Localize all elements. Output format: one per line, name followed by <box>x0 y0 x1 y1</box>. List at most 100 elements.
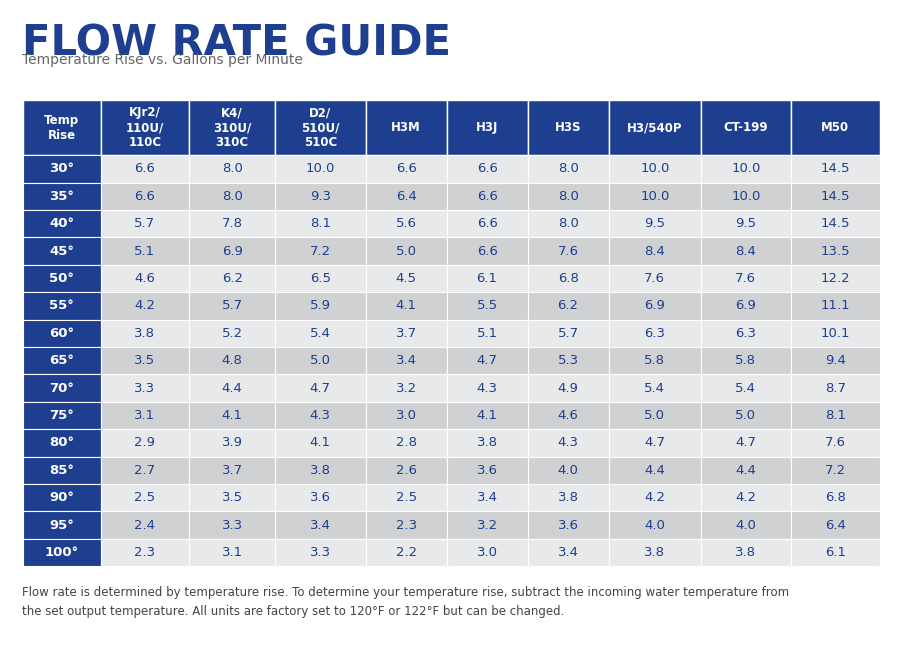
Text: 7.8: 7.8 <box>221 217 243 230</box>
Text: 8.0: 8.0 <box>221 162 243 175</box>
Text: 4.5: 4.5 <box>396 272 417 285</box>
Text: 3.2: 3.2 <box>476 518 498 532</box>
Text: Flow rate is determined by temperature rise. To determine your temperature rise,: Flow rate is determined by temperature r… <box>22 586 789 598</box>
Text: 5.7: 5.7 <box>134 217 156 230</box>
Text: 10.0: 10.0 <box>731 190 760 203</box>
Text: 3.3: 3.3 <box>134 382 156 395</box>
Text: 3.6: 3.6 <box>477 464 498 477</box>
Text: 3.6: 3.6 <box>558 518 579 532</box>
Text: 3.8: 3.8 <box>735 546 756 559</box>
Text: 5.0: 5.0 <box>644 409 665 422</box>
Text: 3.1: 3.1 <box>221 546 243 559</box>
Text: 6.8: 6.8 <box>558 272 579 285</box>
Text: 75°: 75° <box>50 409 74 422</box>
Text: 2.5: 2.5 <box>134 491 156 504</box>
Text: H3J: H3J <box>476 121 499 135</box>
Text: 4.7: 4.7 <box>644 436 665 450</box>
Text: 7.6: 7.6 <box>735 272 756 285</box>
Text: 2.4: 2.4 <box>134 518 156 532</box>
Text: 3.7: 3.7 <box>221 464 243 477</box>
Text: 35°: 35° <box>50 190 74 203</box>
Text: 9.3: 9.3 <box>310 190 331 203</box>
Text: 4.4: 4.4 <box>644 464 665 477</box>
Text: 5.6: 5.6 <box>396 217 417 230</box>
Text: 14.5: 14.5 <box>821 162 850 175</box>
Text: 8.0: 8.0 <box>221 190 243 203</box>
Text: 5.5: 5.5 <box>476 300 498 313</box>
Text: 10.0: 10.0 <box>640 162 670 175</box>
Text: 3.8: 3.8 <box>558 491 579 504</box>
Text: 5.4: 5.4 <box>310 327 331 340</box>
Text: 10.0: 10.0 <box>731 162 760 175</box>
Text: 9.5: 9.5 <box>735 217 756 230</box>
Text: 5.2: 5.2 <box>221 327 243 340</box>
Text: 45°: 45° <box>50 245 74 258</box>
Text: 85°: 85° <box>50 464 74 477</box>
Text: 7.2: 7.2 <box>310 245 331 258</box>
Text: 6.2: 6.2 <box>558 300 579 313</box>
Text: 4.8: 4.8 <box>221 354 243 367</box>
Text: 3.2: 3.2 <box>395 382 417 395</box>
Text: 6.6: 6.6 <box>396 162 417 175</box>
Text: 12.2: 12.2 <box>821 272 850 285</box>
Text: 2.3: 2.3 <box>395 518 417 532</box>
Text: 14.5: 14.5 <box>821 190 850 203</box>
Text: 2.3: 2.3 <box>134 546 156 559</box>
Text: H3/540P: H3/540P <box>627 121 682 135</box>
Text: 100°: 100° <box>44 546 78 559</box>
Text: 6.9: 6.9 <box>644 300 665 313</box>
Text: 6.4: 6.4 <box>825 518 846 532</box>
Text: 7.6: 7.6 <box>825 436 846 450</box>
Text: 8.7: 8.7 <box>825 382 846 395</box>
Text: 5.8: 5.8 <box>735 354 756 367</box>
Text: 60°: 60° <box>50 327 74 340</box>
Text: the set output temperature. All units are factory set to 120°F or 122°F but can : the set output temperature. All units ar… <box>22 605 565 618</box>
Text: 6.5: 6.5 <box>310 272 331 285</box>
Text: 5.7: 5.7 <box>557 327 579 340</box>
Text: 4.4: 4.4 <box>221 382 243 395</box>
Text: 6.3: 6.3 <box>644 327 665 340</box>
Text: 3.8: 3.8 <box>644 546 665 559</box>
Text: 10.0: 10.0 <box>306 162 335 175</box>
Text: 4.3: 4.3 <box>310 409 331 422</box>
Text: 40°: 40° <box>50 217 74 230</box>
Text: 3.8: 3.8 <box>477 436 498 450</box>
Text: 6.6: 6.6 <box>134 162 156 175</box>
Text: 6.3: 6.3 <box>735 327 756 340</box>
Text: 4.4: 4.4 <box>735 464 756 477</box>
Text: 6.6: 6.6 <box>134 190 156 203</box>
Text: 4.2: 4.2 <box>644 491 665 504</box>
Text: 6.1: 6.1 <box>477 272 498 285</box>
Text: 6.4: 6.4 <box>396 190 417 203</box>
Text: 3.7: 3.7 <box>395 327 417 340</box>
Text: 8.0: 8.0 <box>558 217 579 230</box>
Text: 6.6: 6.6 <box>477 245 498 258</box>
Text: Temperature Rise vs. Gallons per Minute: Temperature Rise vs. Gallons per Minute <box>22 53 303 67</box>
Text: 4.7: 4.7 <box>735 436 756 450</box>
Text: 8.4: 8.4 <box>735 245 756 258</box>
Text: 5.4: 5.4 <box>644 382 665 395</box>
Text: 8.1: 8.1 <box>310 217 331 230</box>
Text: 4.0: 4.0 <box>558 464 579 477</box>
Text: 4.6: 4.6 <box>558 409 579 422</box>
Text: 3.8: 3.8 <box>310 464 331 477</box>
Text: 6.1: 6.1 <box>825 546 846 559</box>
Text: 6.9: 6.9 <box>735 300 756 313</box>
Text: 7.6: 7.6 <box>644 272 665 285</box>
Text: 4.7: 4.7 <box>477 354 498 367</box>
Text: 65°: 65° <box>50 354 74 367</box>
Text: 4.2: 4.2 <box>134 300 156 313</box>
Text: 5.0: 5.0 <box>735 409 756 422</box>
Text: 5.7: 5.7 <box>221 300 243 313</box>
Text: H3S: H3S <box>554 121 581 135</box>
Text: 3.6: 3.6 <box>310 491 331 504</box>
Text: 3.0: 3.0 <box>396 409 417 422</box>
Text: 4.6: 4.6 <box>134 272 156 285</box>
Text: 3.1: 3.1 <box>134 409 156 422</box>
Text: H3M: H3M <box>392 121 421 135</box>
Text: 3.4: 3.4 <box>558 546 579 559</box>
Text: 4.1: 4.1 <box>221 409 243 422</box>
Text: 5.1: 5.1 <box>134 245 156 258</box>
Text: 2.5: 2.5 <box>395 491 417 504</box>
Text: 2.9: 2.9 <box>134 436 156 450</box>
